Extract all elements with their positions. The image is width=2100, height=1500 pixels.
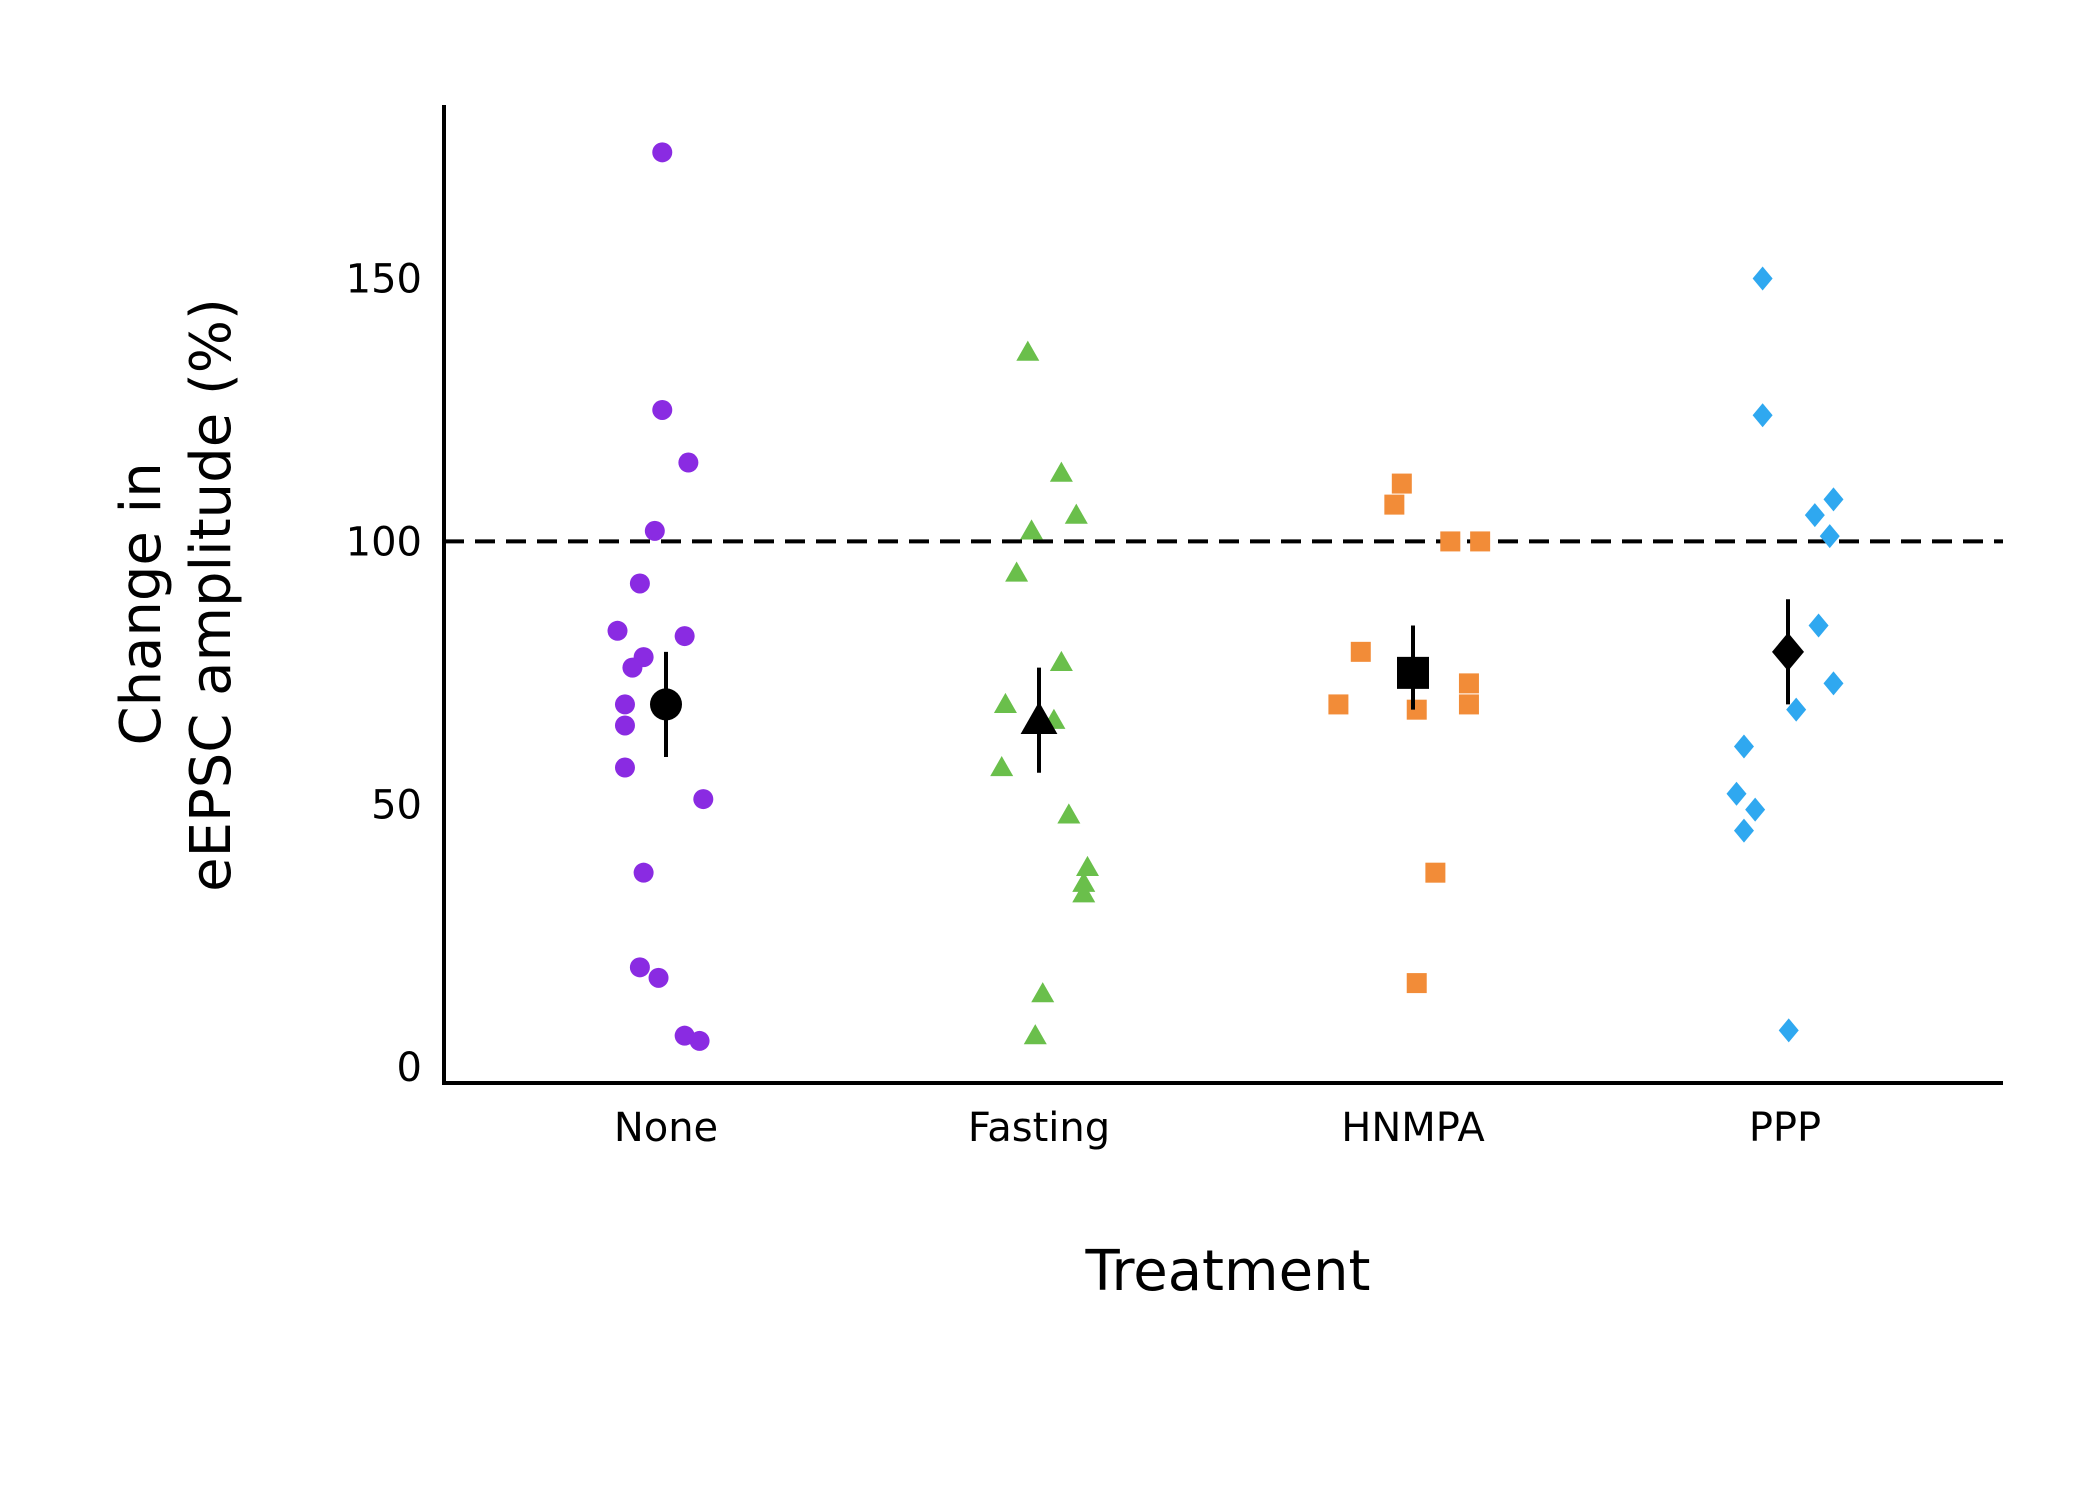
data-point	[1733, 818, 1754, 843]
mean-marker	[650, 688, 682, 721]
data-point	[1823, 671, 1844, 696]
data-point	[1075, 855, 1099, 877]
data-point	[629, 957, 650, 978]
data-point	[1726, 781, 1747, 806]
plot-area: 0 50 100 150 None Fasting HNMPA PPP	[346, 105, 2003, 1151]
data-point	[1384, 494, 1405, 515]
data-point	[614, 694, 635, 715]
data-point	[693, 789, 714, 810]
y-tick-label: 150	[346, 257, 422, 303]
data-point	[1458, 694, 1479, 715]
x-tick-labels: None Fasting HNMPA PPP	[614, 1105, 1821, 1151]
y-tick-label: 50	[371, 782, 422, 828]
data-point	[1752, 403, 1773, 428]
data-point	[607, 620, 628, 641]
mean-marker	[1397, 656, 1429, 689]
data-point	[1406, 699, 1427, 720]
y-tick-labels: 0 50 100 150	[346, 257, 422, 1092]
data-point	[1458, 673, 1479, 694]
data-point	[1057, 803, 1081, 824]
x-tick-label: Fasting	[968, 1105, 1110, 1151]
data-point	[1072, 882, 1096, 903]
data-point	[1023, 1024, 1047, 1045]
data-point	[1804, 503, 1825, 528]
y-tick-label: 100	[346, 519, 422, 565]
data-point	[1440, 531, 1461, 552]
data-point	[1020, 519, 1044, 540]
data-point	[614, 715, 635, 736]
data-point	[1406, 973, 1427, 994]
data-point	[629, 573, 650, 594]
data-point	[674, 626, 695, 647]
x-tick-label: HNMPA	[1341, 1105, 1485, 1151]
x-tick-label: None	[614, 1105, 718, 1151]
y-axis-title: Change in eEPSC amplitude (%)	[109, 298, 244, 892]
data-point	[993, 692, 1017, 714]
mean-marker	[1772, 632, 1804, 672]
data-point	[1049, 461, 1073, 482]
data-point	[1778, 1018, 1799, 1043]
data-point	[689, 1030, 710, 1051]
data-point	[1328, 694, 1349, 715]
x-tick-label: PPP	[1749, 1105, 1821, 1151]
data-point	[1072, 871, 1096, 892]
data-point	[1819, 524, 1840, 549]
data-point	[1808, 613, 1829, 638]
mean-marker	[1020, 701, 1058, 734]
data-point	[1425, 862, 1446, 883]
data-point	[622, 657, 643, 678]
data-point	[644, 520, 665, 541]
data-point	[652, 142, 673, 163]
data-point	[652, 399, 673, 420]
data-point	[678, 452, 699, 473]
y-axis-title-line-2: eEPSC amplitude (%)	[179, 298, 244, 892]
data-point	[1350, 641, 1371, 662]
data-point	[1470, 531, 1491, 552]
data-point	[614, 757, 635, 778]
data-point	[1031, 982, 1055, 1003]
y-tick-label: 0	[397, 1045, 422, 1091]
data-point	[1745, 797, 1766, 822]
data-points	[607, 142, 1844, 1051]
data-point	[1391, 473, 1412, 494]
data-point	[1049, 650, 1073, 671]
data-point	[1733, 734, 1754, 759]
data-point	[1016, 340, 1040, 361]
data-point	[1752, 266, 1773, 291]
data-point	[648, 967, 669, 988]
mean-error-markers	[650, 599, 1804, 773]
data-point	[1064, 503, 1088, 524]
data-point	[633, 862, 654, 883]
y-axis-title-line-1: Change in	[109, 462, 174, 745]
data-point	[1786, 697, 1807, 722]
x-axis-title: Treatment	[1085, 1239, 1371, 1304]
data-point	[1005, 561, 1029, 582]
data-point	[990, 756, 1014, 777]
data-point	[1823, 487, 1844, 512]
